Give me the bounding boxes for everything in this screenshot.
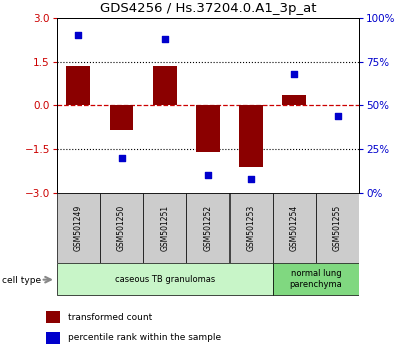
Text: GSM501253: GSM501253 (247, 205, 256, 251)
Bar (273, 263, 359, 295)
Bar (110, 105, 134, 130)
Bar (239, 105, 263, 167)
Text: cell type: cell type (2, 276, 41, 285)
Point (334, 113, 341, 119)
Point (291, 71, 298, 76)
Bar (316, 193, 359, 263)
Text: GSM501254: GSM501254 (290, 205, 299, 251)
Bar (57, 193, 100, 263)
Bar (143, 193, 186, 263)
Text: GSM501250: GSM501250 (117, 205, 126, 251)
Bar (273, 193, 316, 263)
Point (161, 36, 168, 41)
Text: normal lung
parenchyma: normal lung parenchyma (289, 269, 342, 289)
Bar (100, 193, 143, 263)
Bar (186, 193, 229, 263)
Title: GDS4256 / Hs.37204.0.A1_3p_at: GDS4256 / Hs.37204.0.A1_3p_at (100, 2, 316, 15)
Bar (196, 105, 220, 152)
Bar (46, 312, 60, 323)
Text: caseous TB granulomas: caseous TB granulomas (115, 275, 215, 284)
Bar (57, 263, 273, 295)
Bar (46, 332, 60, 344)
Text: percentile rank within the sample: percentile rank within the sample (68, 333, 221, 342)
Point (248, 176, 255, 182)
Text: GSM501255: GSM501255 (333, 205, 342, 251)
Bar (230, 193, 273, 263)
Text: GSM501251: GSM501251 (160, 205, 169, 251)
Point (118, 155, 125, 161)
Bar (66, 66, 90, 105)
Bar (282, 95, 306, 105)
Point (75, 32, 81, 38)
Text: transformed count: transformed count (68, 313, 152, 322)
Text: GSM501249: GSM501249 (74, 205, 83, 251)
Bar (153, 66, 176, 105)
Point (205, 172, 211, 178)
Text: GSM501252: GSM501252 (203, 205, 213, 251)
